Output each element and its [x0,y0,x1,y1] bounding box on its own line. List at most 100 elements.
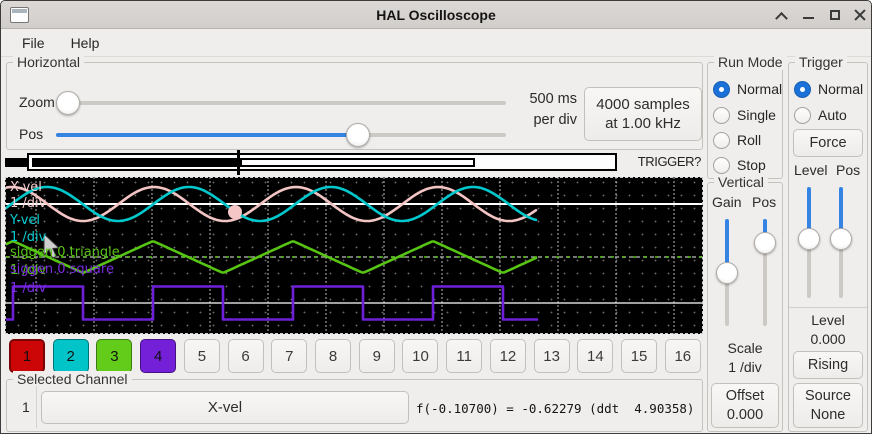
channel-button-1[interactable]: 1 [9,339,45,373]
channel-button-13[interactable]: 13 [533,339,570,373]
radio-icon[interactable] [713,80,730,98]
menu-file[interactable]: File [22,35,45,51]
run-mode-roll-radio[interactable]: Roll [713,130,761,150]
level-label: Level [794,162,828,178]
radio-icon[interactable] [713,156,730,174]
divider [789,307,867,308]
channel-button-14[interactable]: 14 [577,339,614,373]
trigger-question-label: TRIGGER? [637,154,702,169]
run-mode-group: Run Mode [707,54,787,179]
trigger-level-slider[interactable] [798,187,820,298]
trigger-auto-radio[interactable]: Auto [794,105,847,125]
radio-icon[interactable] [794,80,811,98]
shade-window-icon[interactable] [770,5,793,25]
trigger-pos-slider[interactable] [830,187,852,298]
channel-label: 1 /div [10,196,47,211]
slider-handle[interactable] [798,227,820,250]
slider-track[interactable] [763,219,767,326]
selected-channel-group: Selected Channel [6,371,703,432]
minimize-icon[interactable] [797,5,820,25]
trigger-pos-label: Pos [836,162,861,178]
trigger-bar-stub [5,158,32,167]
window-title: HAL Oscilloscope [376,7,496,23]
radio-label: Stop [737,157,766,173]
rising-button[interactable]: Rising [793,351,863,379]
mouse-cursor-icon [43,232,61,259]
radio-label: Roll [737,132,762,148]
slider-handle[interactable] [56,91,80,115]
timebase-line2: per div [533,112,577,128]
channel-label: siggen.0.triangle [10,245,120,260]
channel-button-3[interactable]: 3 [96,339,133,373]
channel-button-6[interactable]: 6 [227,339,264,373]
level-caption: Level [811,312,845,328]
selected-channel-legend: Selected Channel [13,371,132,387]
trigger-position-bar[interactable]: TRIGGER? [5,150,703,176]
channel-button-8[interactable]: 8 [315,339,352,373]
vertical-legend: Vertical [714,174,768,190]
channel-button-5[interactable]: 5 [183,339,220,373]
trigger-legend: Trigger [795,54,847,70]
channel-label: siggen.0.square [10,262,114,277]
scale-caption: Scale [727,340,763,356]
trigger-normal-radio[interactable]: Normal [794,79,863,99]
radio-icon[interactable] [713,131,730,149]
run-mode-normal-radio[interactable]: Normal [713,79,782,99]
channel-button-10[interactable]: 10 [402,339,439,373]
run-mode-stop-radio[interactable]: Stop [713,155,766,175]
separator [36,386,37,428]
radio-label: Normal [818,81,864,97]
channel-button-11[interactable]: 11 [446,339,483,373]
channel-label: X-vel [10,180,42,195]
channel-button-9[interactable]: 9 [358,339,395,373]
horizontal-group: Horizontal [6,54,703,150]
menu-help[interactable]: Help [70,35,100,51]
slider-handle[interactable] [754,232,776,255]
channel-button-16[interactable]: 16 [664,339,701,373]
samples-line2: at 1.00 kHz [605,115,681,132]
radio-icon[interactable] [713,106,730,124]
close-icon[interactable] [848,5,871,25]
vertical-pos-slider[interactable] [754,219,776,326]
slider-handle[interactable] [830,227,852,250]
slider-handle[interactable] [345,123,370,147]
scope-display[interactable]: X-vel 1 /div Y-vel 1 /div siggen.0.triangle 1… [5,177,703,334]
slider-fill [725,219,729,273]
level-value: 0.000 [810,331,846,347]
slider-track[interactable] [56,101,506,105]
zoom-label: Zoom [19,94,55,110]
samples-line1: 4000 samples [596,96,690,113]
samples-button[interactable]: 4000 samples at 1.00 kHz [584,87,702,141]
force-button[interactable]: Force [793,129,863,157]
maximize-icon[interactable] [823,5,846,25]
radio-label: Single [737,107,776,123]
channel-label: 1 /div [10,281,47,296]
channel-button-4[interactable]: 4 [140,339,177,373]
horizontal-pos-slider[interactable] [56,123,506,147]
title-bar: HAL Oscilloscope [1,1,871,29]
trigger-bar-tick[interactable] [237,150,240,175]
slider-fill [839,187,843,239]
selected-channel-name-button[interactable]: X-vel [41,391,409,424]
timebase-label: 500 ms per div [509,91,577,128]
horizontal-zoom-slider[interactable] [56,91,506,115]
radio-icon[interactable] [794,106,811,124]
radio-label: Normal [737,81,783,97]
channel-button-15[interactable]: 15 [621,339,658,373]
offset-button[interactable]: Offset 0.000 [711,383,779,428]
slider-handle[interactable] [716,261,738,284]
channel-button-12[interactable]: 12 [489,339,526,373]
gain-label: Gain [712,194,742,210]
slider-fill [56,133,358,137]
trigger-group: Trigger [788,54,868,432]
channel-button-2[interactable]: 2 [52,339,89,373]
channel-button-7[interactable]: 7 [271,339,308,373]
channel-button-row: 1 2 3 4 5 6 7 8 9 10 11 12 13 14 15 16 [9,339,701,375]
source-button[interactable]: Source None [793,383,863,428]
run-mode-single-radio[interactable]: Single [713,105,776,125]
selected-channel-number: 1 [22,399,30,415]
radio-label: Auto [818,107,847,123]
waveform-canvas [6,185,702,321]
vertical-gain-slider[interactable] [716,219,738,326]
